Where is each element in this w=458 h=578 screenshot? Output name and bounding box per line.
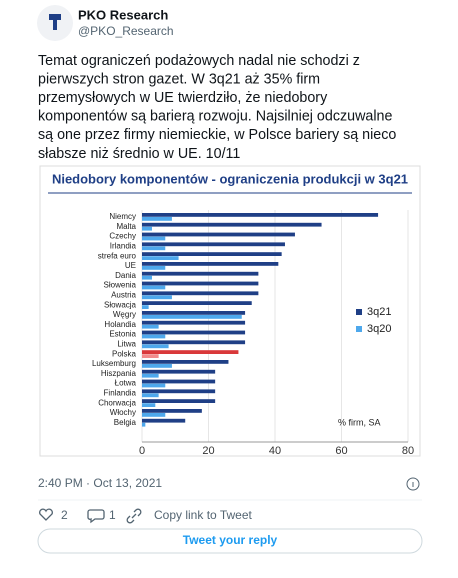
y-tick-label: Niemcy	[109, 212, 136, 221]
bar	[142, 236, 166, 241]
y-tick-label: Słowenia	[104, 281, 137, 290]
x-tick-label: 40	[269, 445, 281, 457]
x-tick-label: 20	[202, 445, 214, 457]
bar	[142, 262, 279, 266]
bar	[142, 252, 282, 256]
timestamp[interactable]: 2:40 PM · Oct 13, 2021	[38, 476, 162, 490]
info-icon[interactable]	[406, 477, 420, 491]
tweet-text: Temat ograniczeń podażowych nadal nie sc…	[38, 53, 396, 162]
bar	[142, 418, 186, 423]
bar	[142, 409, 202, 413]
reply-icon[interactable]	[87, 509, 105, 524]
y-tick-label: Malta	[116, 222, 136, 231]
bar	[142, 242, 285, 247]
bar	[142, 389, 216, 394]
y-tick-label: Belgia	[114, 418, 137, 427]
bar	[142, 222, 322, 227]
y-tick-label: Holandia	[104, 320, 136, 329]
legend-swatch	[356, 309, 362, 315]
y-tick-label: Estonia	[109, 330, 136, 339]
bar	[142, 364, 172, 368]
tweet-text-line: komponentów są barierą rozwoju. Najsilni…	[38, 109, 392, 125]
y-tick-label: strefa euro	[98, 251, 137, 260]
y-tick-label: Litwa	[117, 340, 136, 349]
like-count[interactable]: 2	[61, 508, 68, 522]
legend-label: 3q21	[367, 306, 391, 318]
tweet-text-line: są one przez firmy niemieckie, w Polsce …	[38, 127, 396, 143]
y-tick-label: Finlandia	[104, 389, 137, 398]
x-tick-label: 80	[402, 445, 414, 457]
bar	[142, 275, 152, 280]
bar	[142, 311, 246, 315]
bar	[142, 291, 259, 296]
bar	[142, 246, 166, 251]
y-tick-label: Czechy	[109, 232, 136, 241]
bar	[142, 373, 159, 378]
author-name[interactable]: PKO Research	[78, 7, 168, 22]
chart: 0 20 40 60 80 NiemcyMaltaCzechyIrlandiastrefa…	[92, 210, 414, 457]
bar	[142, 232, 295, 237]
y-tick-label: Włochy	[110, 408, 136, 417]
bar	[142, 256, 179, 260]
y-tick-label: Węgry	[113, 310, 136, 319]
tweet-text-line: pierwszych stron gazet. W 3q21 aż 35% fi…	[38, 71, 320, 87]
reply-button[interactable]	[37, 528, 423, 554]
bar	[142, 383, 166, 388]
bar	[142, 393, 159, 398]
bar	[142, 340, 246, 345]
legend-swatch	[356, 326, 362, 332]
bar	[142, 217, 172, 221]
tweet-text-line: słabsze niż średnio w UE. 10/11	[38, 146, 240, 162]
bar	[142, 360, 229, 364]
link-icon[interactable]	[126, 508, 142, 524]
legend-label: 3q20	[367, 323, 391, 335]
bar	[142, 285, 166, 290]
chart-title: Niedobory komponentów - ograniczenia pro…	[52, 171, 408, 186]
reply-count[interactable]: 1	[109, 508, 116, 522]
y-tick-label: Chorwacja	[98, 398, 136, 407]
bar	[142, 271, 259, 276]
bar	[142, 295, 172, 300]
bar	[142, 350, 239, 354]
y-tick-label: Słowacja	[104, 300, 137, 309]
y-tick-label: Luksemburg	[92, 359, 136, 368]
y-tick-label: Hiszpania	[101, 369, 137, 378]
tweet-text-line: Temat ograniczeń podażowych nadal nie sc…	[38, 53, 360, 69]
y-tick-label: Polska	[112, 349, 137, 358]
bar	[142, 369, 216, 374]
y-tick-label: Irlandia	[110, 242, 137, 251]
bar	[142, 330, 246, 335]
y-tick-label: Łotwa	[115, 379, 137, 388]
bar	[142, 301, 252, 305]
bar	[142, 403, 156, 407]
x-tick-label: 60	[335, 445, 347, 457]
reply-button-label[interactable]: Tweet your reply	[183, 533, 278, 547]
bar	[142, 354, 159, 358]
bar	[142, 266, 166, 270]
bar	[142, 344, 169, 349]
bar	[142, 213, 379, 217]
bar	[142, 324, 159, 329]
y-tick-label: UE	[125, 261, 136, 270]
avatar-logo	[49, 14, 61, 30]
author-handle[interactable]: @PKO_Research	[78, 24, 174, 38]
tweet-text-line: przemysłowych w UE twierdziło, że niedob…	[38, 90, 328, 106]
bar	[142, 399, 216, 403]
bar	[142, 422, 146, 427]
like-icon[interactable]	[39, 508, 53, 521]
y-tick-label: Dania	[115, 271, 136, 280]
bar	[142, 226, 152, 231]
bar	[142, 281, 259, 286]
annotation: % firm, SA	[338, 417, 381, 427]
y-tick-label: Austria	[111, 291, 136, 300]
bar	[142, 320, 246, 325]
bar	[142, 305, 149, 309]
x-tick-label: 0	[139, 445, 145, 457]
copy-link[interactable]: Copy link to Tweet	[154, 508, 252, 522]
bar	[142, 334, 166, 339]
bar	[142, 379, 216, 384]
bar	[142, 315, 242, 319]
bar	[142, 413, 166, 417]
